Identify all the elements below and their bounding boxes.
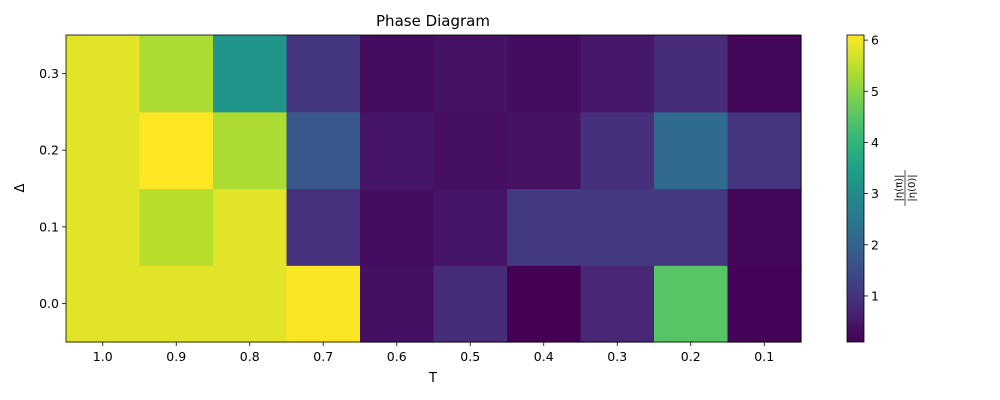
heatmap-cell bbox=[433, 188, 508, 266]
x-tick-label: 0.9 bbox=[166, 349, 186, 364]
heatmap-cell bbox=[654, 35, 729, 113]
y-tick-label: 0.2 bbox=[39, 143, 59, 158]
heatmap-cell bbox=[654, 265, 729, 343]
heatmap-cell bbox=[507, 35, 582, 113]
heatmap-cell bbox=[727, 111, 802, 190]
heatmap-cell bbox=[433, 111, 508, 190]
heatmap-cell bbox=[139, 188, 214, 266]
colorbar bbox=[846, 34, 865, 343]
heatmap-cell bbox=[286, 265, 361, 343]
heatmap-cell bbox=[66, 188, 141, 266]
y-tick-label: 0.3 bbox=[39, 66, 59, 81]
heatmap-cell bbox=[580, 188, 655, 266]
x-tick-label: 0.7 bbox=[313, 349, 333, 364]
x-tick-label: 0.1 bbox=[754, 349, 774, 364]
heatmap-cell bbox=[66, 111, 141, 190]
heatmap-cell bbox=[433, 35, 508, 113]
heatmap-cell bbox=[213, 35, 288, 113]
heatmap-cell bbox=[433, 265, 508, 343]
x-axis-label: T bbox=[428, 371, 437, 386]
x-axis-ticks: 1.0 0.9 0.8 0.7 0.6 0.5 0.4 0.3 0.2 0.1 bbox=[93, 342, 774, 364]
y-axis-ticks: 0.0 0.1 0.2 0.3 bbox=[39, 66, 66, 311]
heatmap-cell bbox=[66, 265, 141, 343]
heatmap-cell bbox=[360, 35, 435, 113]
plot-frame bbox=[65, 34, 802, 343]
colorbar-tick-label: 3 bbox=[871, 186, 879, 201]
colorbar-label-numerator: |η(π)| bbox=[894, 175, 905, 202]
colorbar-tick-label: 2 bbox=[871, 237, 879, 252]
x-tick-label: 0.6 bbox=[387, 349, 407, 364]
heatmap-cell bbox=[360, 111, 435, 190]
heatmap-cell bbox=[139, 265, 214, 343]
colorbar-label-denominator: |η(0)| bbox=[907, 174, 918, 201]
heatmap-cell bbox=[286, 35, 361, 113]
heatmap-cell bbox=[507, 265, 582, 343]
x-tick-label: 0.5 bbox=[460, 349, 480, 364]
heatmap-cell bbox=[580, 111, 655, 190]
heatmap-cell bbox=[580, 265, 655, 343]
heatmap-cell bbox=[213, 111, 288, 190]
heatmap-cell bbox=[727, 265, 802, 343]
y-axis-label: Δ bbox=[13, 183, 28, 192]
heatmap-cell bbox=[139, 35, 214, 113]
y-tick-label: 0.1 bbox=[39, 219, 59, 234]
colorbar-tick-label: 4 bbox=[871, 135, 879, 150]
colorbar-label: |η(π)| |η(0)| bbox=[894, 170, 918, 206]
heatmap-cell bbox=[654, 111, 729, 190]
chart-title: Phase Diagram bbox=[376, 12, 490, 30]
colorbar-ticks: 1 2 3 4 5 6 bbox=[864, 33, 879, 303]
heatmap-cell bbox=[580, 35, 655, 113]
heatmap-cell bbox=[654, 188, 729, 266]
heatmap-cell bbox=[213, 188, 288, 266]
heatmap-cell bbox=[286, 111, 361, 190]
heatmap-cell bbox=[139, 111, 214, 190]
heatmap-cell bbox=[360, 265, 435, 343]
x-tick-label: 0.4 bbox=[534, 349, 554, 364]
heatmap-cell bbox=[66, 35, 141, 113]
x-tick-label: 1.0 bbox=[93, 349, 113, 364]
heatmap-cell bbox=[507, 111, 582, 190]
x-tick-label: 0.2 bbox=[681, 349, 701, 364]
colorbar-tick-label: 5 bbox=[871, 84, 879, 99]
heatmap-cell bbox=[727, 35, 802, 113]
heatmap-cell bbox=[286, 188, 361, 266]
heatmap-cell bbox=[213, 265, 288, 343]
heatmap-cell bbox=[727, 188, 802, 266]
heatmap-cells bbox=[66, 35, 802, 343]
y-tick-label: 0.0 bbox=[39, 296, 59, 311]
x-tick-label: 0.8 bbox=[240, 349, 260, 364]
heatmap-cell bbox=[360, 188, 435, 266]
colorbar-tick-label: 6 bbox=[871, 33, 879, 48]
heatmap-cell bbox=[507, 188, 582, 266]
colorbar-tick-label: 1 bbox=[871, 288, 879, 303]
x-tick-label: 0.3 bbox=[607, 349, 627, 364]
